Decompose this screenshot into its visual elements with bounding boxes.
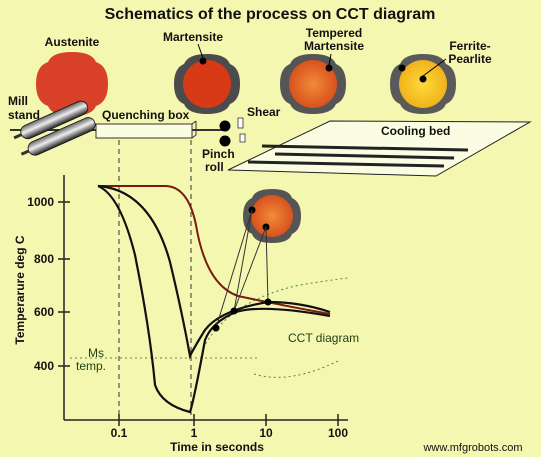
shear-label: Shear [247, 105, 281, 119]
cct-diagram-label: CCT diagram [288, 331, 359, 345]
tempered-bar-cct-icon [243, 189, 301, 243]
ferrite-pearlite-bar-icon [390, 54, 456, 114]
mill-stand-label-2: stand [8, 108, 40, 122]
x-axis-label: Time in seconds [170, 440, 264, 454]
cooling-bed-label: Cooling bed [381, 124, 450, 138]
y-tick-800: 800 [34, 252, 54, 266]
connector-lines [215, 209, 269, 329]
austenite-bar-icon [36, 52, 108, 116]
tempered-martensite-bar-icon [280, 53, 346, 114]
pinch-roll-icon [219, 120, 231, 147]
slow-cooling-curve [98, 185, 331, 315]
y-axis-ticks [58, 201, 70, 367]
tempered-martensite-label-2: Martensite [304, 39, 364, 53]
quenching-box-label: Quenching box [102, 108, 190, 122]
y-axis-label: Temperarure deg C [13, 235, 27, 344]
x-tick-1: 1 [191, 426, 198, 440]
quenching-box [95, 123, 193, 139]
austenite-label: Austenite [45, 35, 100, 49]
y-tick-400: 400 [34, 359, 54, 373]
ferrite-pearlite-label-2: Pearlite [448, 52, 492, 66]
page-title: Schematics of the process on CCT diagram [105, 6, 436, 23]
pinch-roll-label-1: Pinch [202, 147, 235, 161]
cct-intersection-points [212, 298, 272, 332]
x-axis-ticks [118, 414, 339, 426]
watermark: www.mfgrobots.com [422, 442, 522, 454]
martensite-label: Martensite [163, 30, 223, 44]
mill-stand-label-1: Mill [8, 94, 28, 108]
pinch-roll-label-2: roll [205, 160, 224, 174]
x-tick-0.1: 0.1 [111, 426, 128, 440]
shear-icon [237, 117, 246, 143]
cooling-bed [227, 120, 532, 177]
ferrite-pearlite-label-1: Ferrite- [449, 39, 490, 53]
x-tick-100: 100 [328, 426, 348, 440]
cct-lower-curve [253, 359, 341, 378]
y-tick-600: 600 [34, 305, 54, 319]
ms-label-1: Ms [88, 346, 104, 360]
tempered-martensite-label-1: Tempered [306, 26, 362, 40]
mill-stand-rolls-icon [13, 100, 96, 156]
ms-label-2: temp. [76, 359, 106, 373]
y-tick-1000: 1000 [27, 195, 54, 209]
martensite-bar-icon [174, 43, 240, 114]
x-tick-10: 10 [259, 426, 273, 440]
